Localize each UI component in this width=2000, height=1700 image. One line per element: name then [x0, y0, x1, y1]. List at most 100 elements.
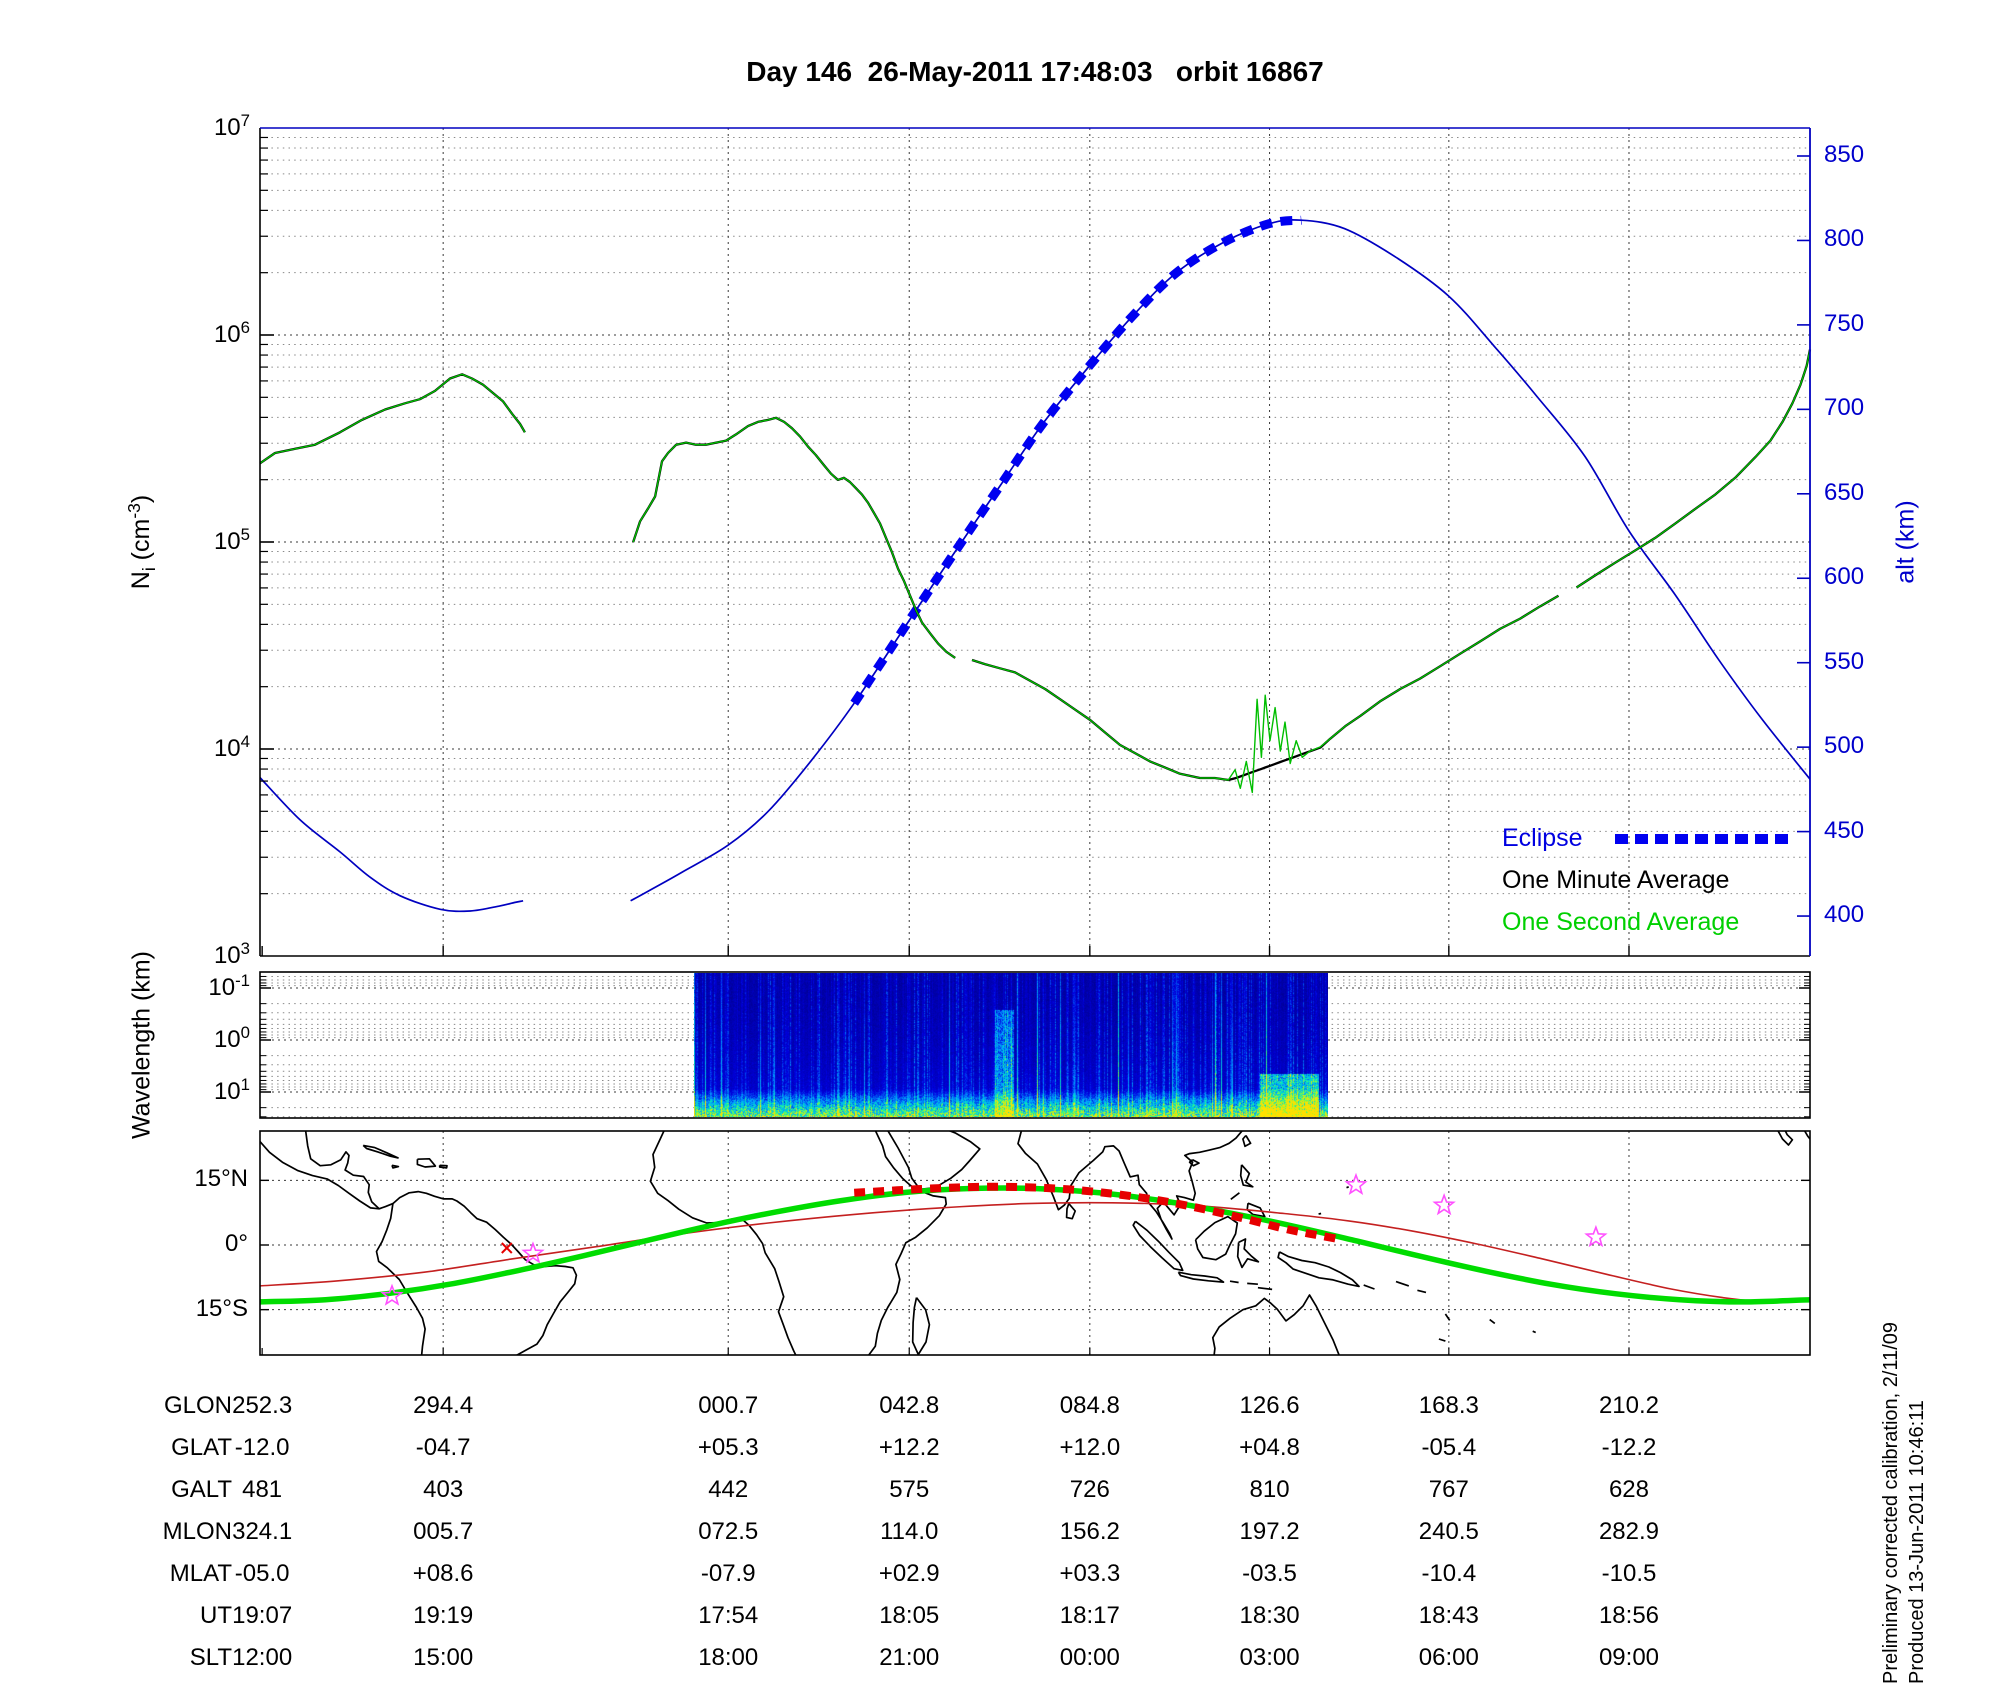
- coastline: [416, 1157, 437, 1168]
- coastline: [1065, 1203, 1077, 1220]
- density-altitude-curves: [259, 215, 1812, 913]
- wavelength-tick-label: 101: [213, 1075, 250, 1105]
- table-cell: +04.8: [1239, 1434, 1300, 1461]
- density-tick-label: 104: [213, 732, 250, 762]
- coastline: [1438, 1338, 1446, 1342]
- coastline: [1489, 1318, 1496, 1325]
- table-cell: 628: [1608, 1476, 1649, 1503]
- one-minute-average-curve: [971, 594, 1560, 782]
- one-second-average-curve: [632, 417, 956, 659]
- table-cell: -04.7: [415, 1434, 471, 1461]
- coastline: [1188, 1158, 1200, 1167]
- wavelength-tick-label: 10-1: [208, 971, 250, 1001]
- table-row-label: GALT: [171, 1476, 232, 1503]
- table-cell: -10.4: [1421, 1560, 1477, 1587]
- table-cell: 09:00: [1598, 1644, 1660, 1671]
- table-row-label: MLAT: [169, 1560, 232, 1587]
- star-icon: [521, 1241, 545, 1264]
- map-lat-label: 0°: [225, 1230, 248, 1257]
- coastline: [260, 1141, 578, 1355]
- coastline: [304, 1131, 380, 1210]
- table-cell: 06:00: [1418, 1644, 1479, 1671]
- one-minute-average-curve: [259, 373, 526, 465]
- table-cell: 12:00: [232, 1644, 293, 1671]
- density-axis-label-end: ): [127, 494, 156, 504]
- table-cell: 126.6: [1239, 1392, 1300, 1419]
- table-cell: 15:00: [413, 1644, 474, 1671]
- coastline: [1417, 1289, 1427, 1294]
- one-second-average-curve: [259, 373, 526, 464]
- density-tick-label: 103: [213, 939, 250, 969]
- density-axis-label-sup: -3: [123, 503, 144, 519]
- table-cell: 442: [708, 1476, 749, 1503]
- coastline: [1363, 1284, 1375, 1290]
- coastline: [1211, 1294, 1340, 1355]
- table-cell: -05.0: [234, 1560, 290, 1587]
- table-cell: -12.2: [1601, 1434, 1657, 1461]
- coastline: [1194, 1215, 1239, 1261]
- one-second-average-curve: [1576, 349, 1811, 589]
- map-lat-label: 15°S: [195, 1294, 248, 1322]
- table-cell: 210.2: [1598, 1392, 1660, 1419]
- table-cell: 324.1: [232, 1518, 293, 1545]
- density-tick-label: 106: [213, 318, 250, 348]
- table-cell: 156.2: [1059, 1518, 1120, 1545]
- coastline: [1239, 1164, 1254, 1188]
- table-cell: 114.0: [880, 1518, 939, 1545]
- coastline: [1132, 1220, 1184, 1272]
- table-cell: 240.5: [1418, 1518, 1479, 1545]
- density-tick-label: 105: [213, 525, 250, 555]
- coastline: [1246, 1202, 1266, 1218]
- table-cell: 005.7: [413, 1518, 474, 1545]
- coastline: [1532, 1330, 1537, 1334]
- star-icon: [380, 1283, 404, 1306]
- table-cell: 168.3: [1418, 1392, 1479, 1419]
- table-cell: -10.5: [1601, 1560, 1657, 1587]
- coastline: [362, 1144, 399, 1159]
- eclipse-curve-dashed: [850, 215, 1302, 706]
- table-cell: 084.8: [1059, 1392, 1120, 1419]
- table-row-label: SLT: [189, 1644, 232, 1671]
- footer-note-1: Preliminary corrected calibration, 2/11/…: [1880, 1321, 1902, 1684]
- table-cell: -05.4: [1421, 1434, 1477, 1461]
- star-icon: [1432, 1193, 1456, 1216]
- table-cell: 21:00: [879, 1644, 940, 1671]
- density-axis-label-base: N: [127, 571, 156, 590]
- table-cell: 19:19: [413, 1602, 474, 1629]
- coastline: [1230, 1192, 1240, 1200]
- spectrogram-canvas: [694, 973, 1328, 1117]
- table-cell: 294.4: [413, 1392, 474, 1419]
- table-cell: +03.3: [1059, 1560, 1121, 1587]
- eclipse-ground-track-dashed: [853, 1182, 1337, 1243]
- table-cell: 726: [1069, 1476, 1110, 1503]
- coastline: [1177, 1271, 1225, 1283]
- coastline: [1318, 1212, 1322, 1215]
- coastline: [391, 1164, 400, 1169]
- altitude-tick-label: 850: [1824, 141, 1865, 168]
- table-cell: 252.3: [232, 1392, 293, 1419]
- table-row-label: GLAT: [171, 1434, 232, 1461]
- table-cell: 18:05: [879, 1602, 940, 1629]
- table-cell: 18:43: [1418, 1602, 1479, 1629]
- table-cell: +02.9: [878, 1560, 940, 1587]
- density-tick-label: 107: [213, 111, 250, 141]
- altitude-curve: [259, 777, 524, 913]
- coastline: [1277, 1251, 1360, 1288]
- coastline: [1395, 1280, 1410, 1287]
- star-icon: [1584, 1224, 1608, 1248]
- altitude-tick-label: 500: [1824, 732, 1865, 760]
- altitude-tick-label: 700: [1824, 394, 1865, 422]
- legend-item-label: One Minute Average: [1502, 866, 1730, 894]
- table-cell: 19:07: [232, 1602, 293, 1629]
- altitude-curve: [630, 218, 1811, 902]
- legend-item-label: Eclipse: [1502, 824, 1583, 852]
- table-cell: 17:54: [698, 1602, 759, 1629]
- table-row-label: GLON: [163, 1392, 232, 1419]
- table-cell: 282.9: [1598, 1518, 1660, 1545]
- one-minute-average-curve: [632, 416, 956, 659]
- density-axis-label-sub: i: [139, 567, 160, 572]
- table-cell: +08.6: [412, 1560, 474, 1587]
- table-cell: 18:17: [1059, 1602, 1120, 1629]
- table-cell: 18:00: [698, 1644, 759, 1671]
- axes-frames: [259, 127, 1811, 1356]
